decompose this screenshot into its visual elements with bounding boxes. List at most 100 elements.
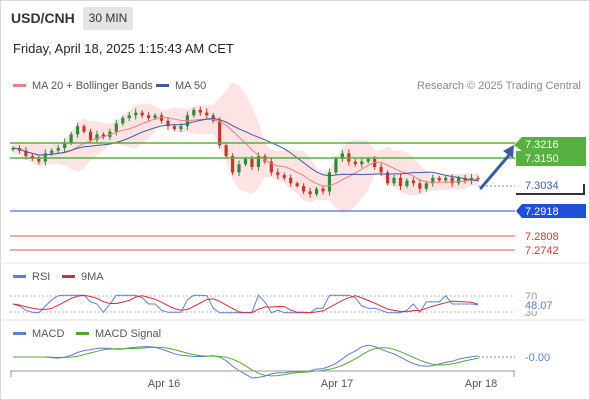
rsi-ma-line — [12, 294, 479, 314]
candle — [198, 106, 202, 116]
candle-body — [134, 112, 138, 116]
candle-body — [101, 134, 106, 138]
level-label-7-3216: 7.3216 — [514, 137, 586, 151]
level-text-7-2808: 7.2808 — [525, 231, 559, 243]
candle-body — [308, 191, 312, 195]
rsi-line — [12, 294, 479, 314]
candle-body — [418, 183, 422, 189]
candle-body — [37, 158, 41, 162]
candle — [166, 117, 170, 130]
legend-ma50: MA 50 — [156, 80, 206, 92]
candle-body — [69, 134, 73, 143]
candle-body — [153, 115, 157, 119]
candle-body — [295, 183, 299, 186]
candle — [424, 180, 428, 192]
candle-body — [398, 177, 403, 186]
level-text-7-2742: 7.2742 — [525, 245, 559, 257]
candle — [469, 173, 474, 185]
current-price-text: 7.3034 — [525, 180, 559, 192]
macd-signal-label: MACD Signal — [95, 328, 162, 340]
ma50-line — [12, 117, 479, 182]
candle-body — [121, 118, 125, 124]
macd-value: -0.00 — [525, 352, 550, 364]
symbol-title: USD/CNH — [11, 10, 75, 26]
candle-body — [321, 188, 325, 192]
candle-body — [114, 123, 118, 132]
candle-body — [230, 156, 235, 173]
candle — [172, 124, 177, 132]
candle-body — [192, 109, 196, 116]
candle-body — [159, 115, 164, 121]
candle — [418, 179, 422, 193]
candle-body — [353, 161, 357, 165]
candle-body — [476, 177, 480, 180]
candle-body — [147, 115, 151, 119]
candle-body — [302, 185, 306, 192]
macd-signal-swatch-icon — [76, 331, 89, 335]
candle-body — [50, 150, 54, 154]
candle-body — [256, 156, 261, 167]
candle — [101, 132, 106, 140]
legend-macd: MACD — [13, 328, 64, 340]
legend-rsi-ma: 9MA — [62, 271, 104, 283]
candle-body — [166, 120, 170, 127]
candle — [385, 170, 390, 186]
macd-swatch-icon — [13, 331, 26, 335]
candle-body — [75, 126, 80, 135]
candle-body — [140, 112, 144, 116]
level-text-7-3150: 7.3150 — [525, 153, 559, 165]
candle — [140, 110, 144, 118]
candle-body — [172, 126, 177, 129]
candle — [205, 108, 209, 120]
legend-ma20: MA 20 + Bollinger Bands — [13, 80, 153, 92]
candle-body — [360, 161, 364, 165]
ma50-label: MA 50 — [175, 80, 207, 92]
candle — [411, 177, 416, 187]
level-label-7-2918: 7.2918 — [516, 204, 586, 218]
candle-body — [198, 109, 202, 113]
candle-body — [392, 177, 396, 184]
x-tick-apr-18: Apr 18 — [465, 378, 497, 390]
research-credit: Research © 2025 Trading Central — [416, 80, 581, 92]
candle — [295, 181, 299, 188]
candle-body — [450, 177, 454, 184]
candle — [237, 160, 241, 177]
candle-body — [63, 142, 67, 148]
candle-body — [95, 134, 99, 140]
candle-body — [250, 158, 254, 167]
candle — [334, 156, 338, 175]
candle — [327, 168, 332, 196]
candle — [405, 178, 409, 189]
timeframe-badge[interactable]: 30 MIN — [83, 7, 133, 30]
x-tick-apr-17: Apr 17 — [321, 378, 353, 390]
level-text-7-2918: 7.2918 — [525, 206, 559, 218]
candle — [82, 124, 86, 134]
candle — [224, 143, 228, 158]
candle-body — [243, 158, 248, 165]
candle-body — [431, 177, 435, 184]
candle — [114, 119, 118, 136]
candle-body — [88, 131, 93, 140]
candle-body — [263, 156, 267, 162]
candle — [159, 112, 164, 124]
candle — [398, 173, 403, 190]
candle — [276, 168, 280, 180]
candle-body — [424, 183, 428, 189]
candle-body — [205, 112, 209, 116]
candle — [437, 175, 441, 183]
macd-line — [13, 344, 479, 379]
candle-body — [24, 150, 28, 157]
candle — [289, 174, 293, 187]
candle — [121, 115, 125, 126]
candle — [56, 144, 60, 154]
rsi-value: 48.07 — [525, 300, 553, 312]
candle-body — [373, 158, 377, 167]
candle-body — [56, 147, 60, 151]
candle-body — [269, 161, 273, 173]
candle — [263, 153, 267, 164]
candle — [353, 158, 357, 167]
candle — [282, 172, 286, 181]
candle-body — [327, 172, 332, 192]
candle-body — [444, 177, 448, 181]
candle — [11, 146, 15, 152]
